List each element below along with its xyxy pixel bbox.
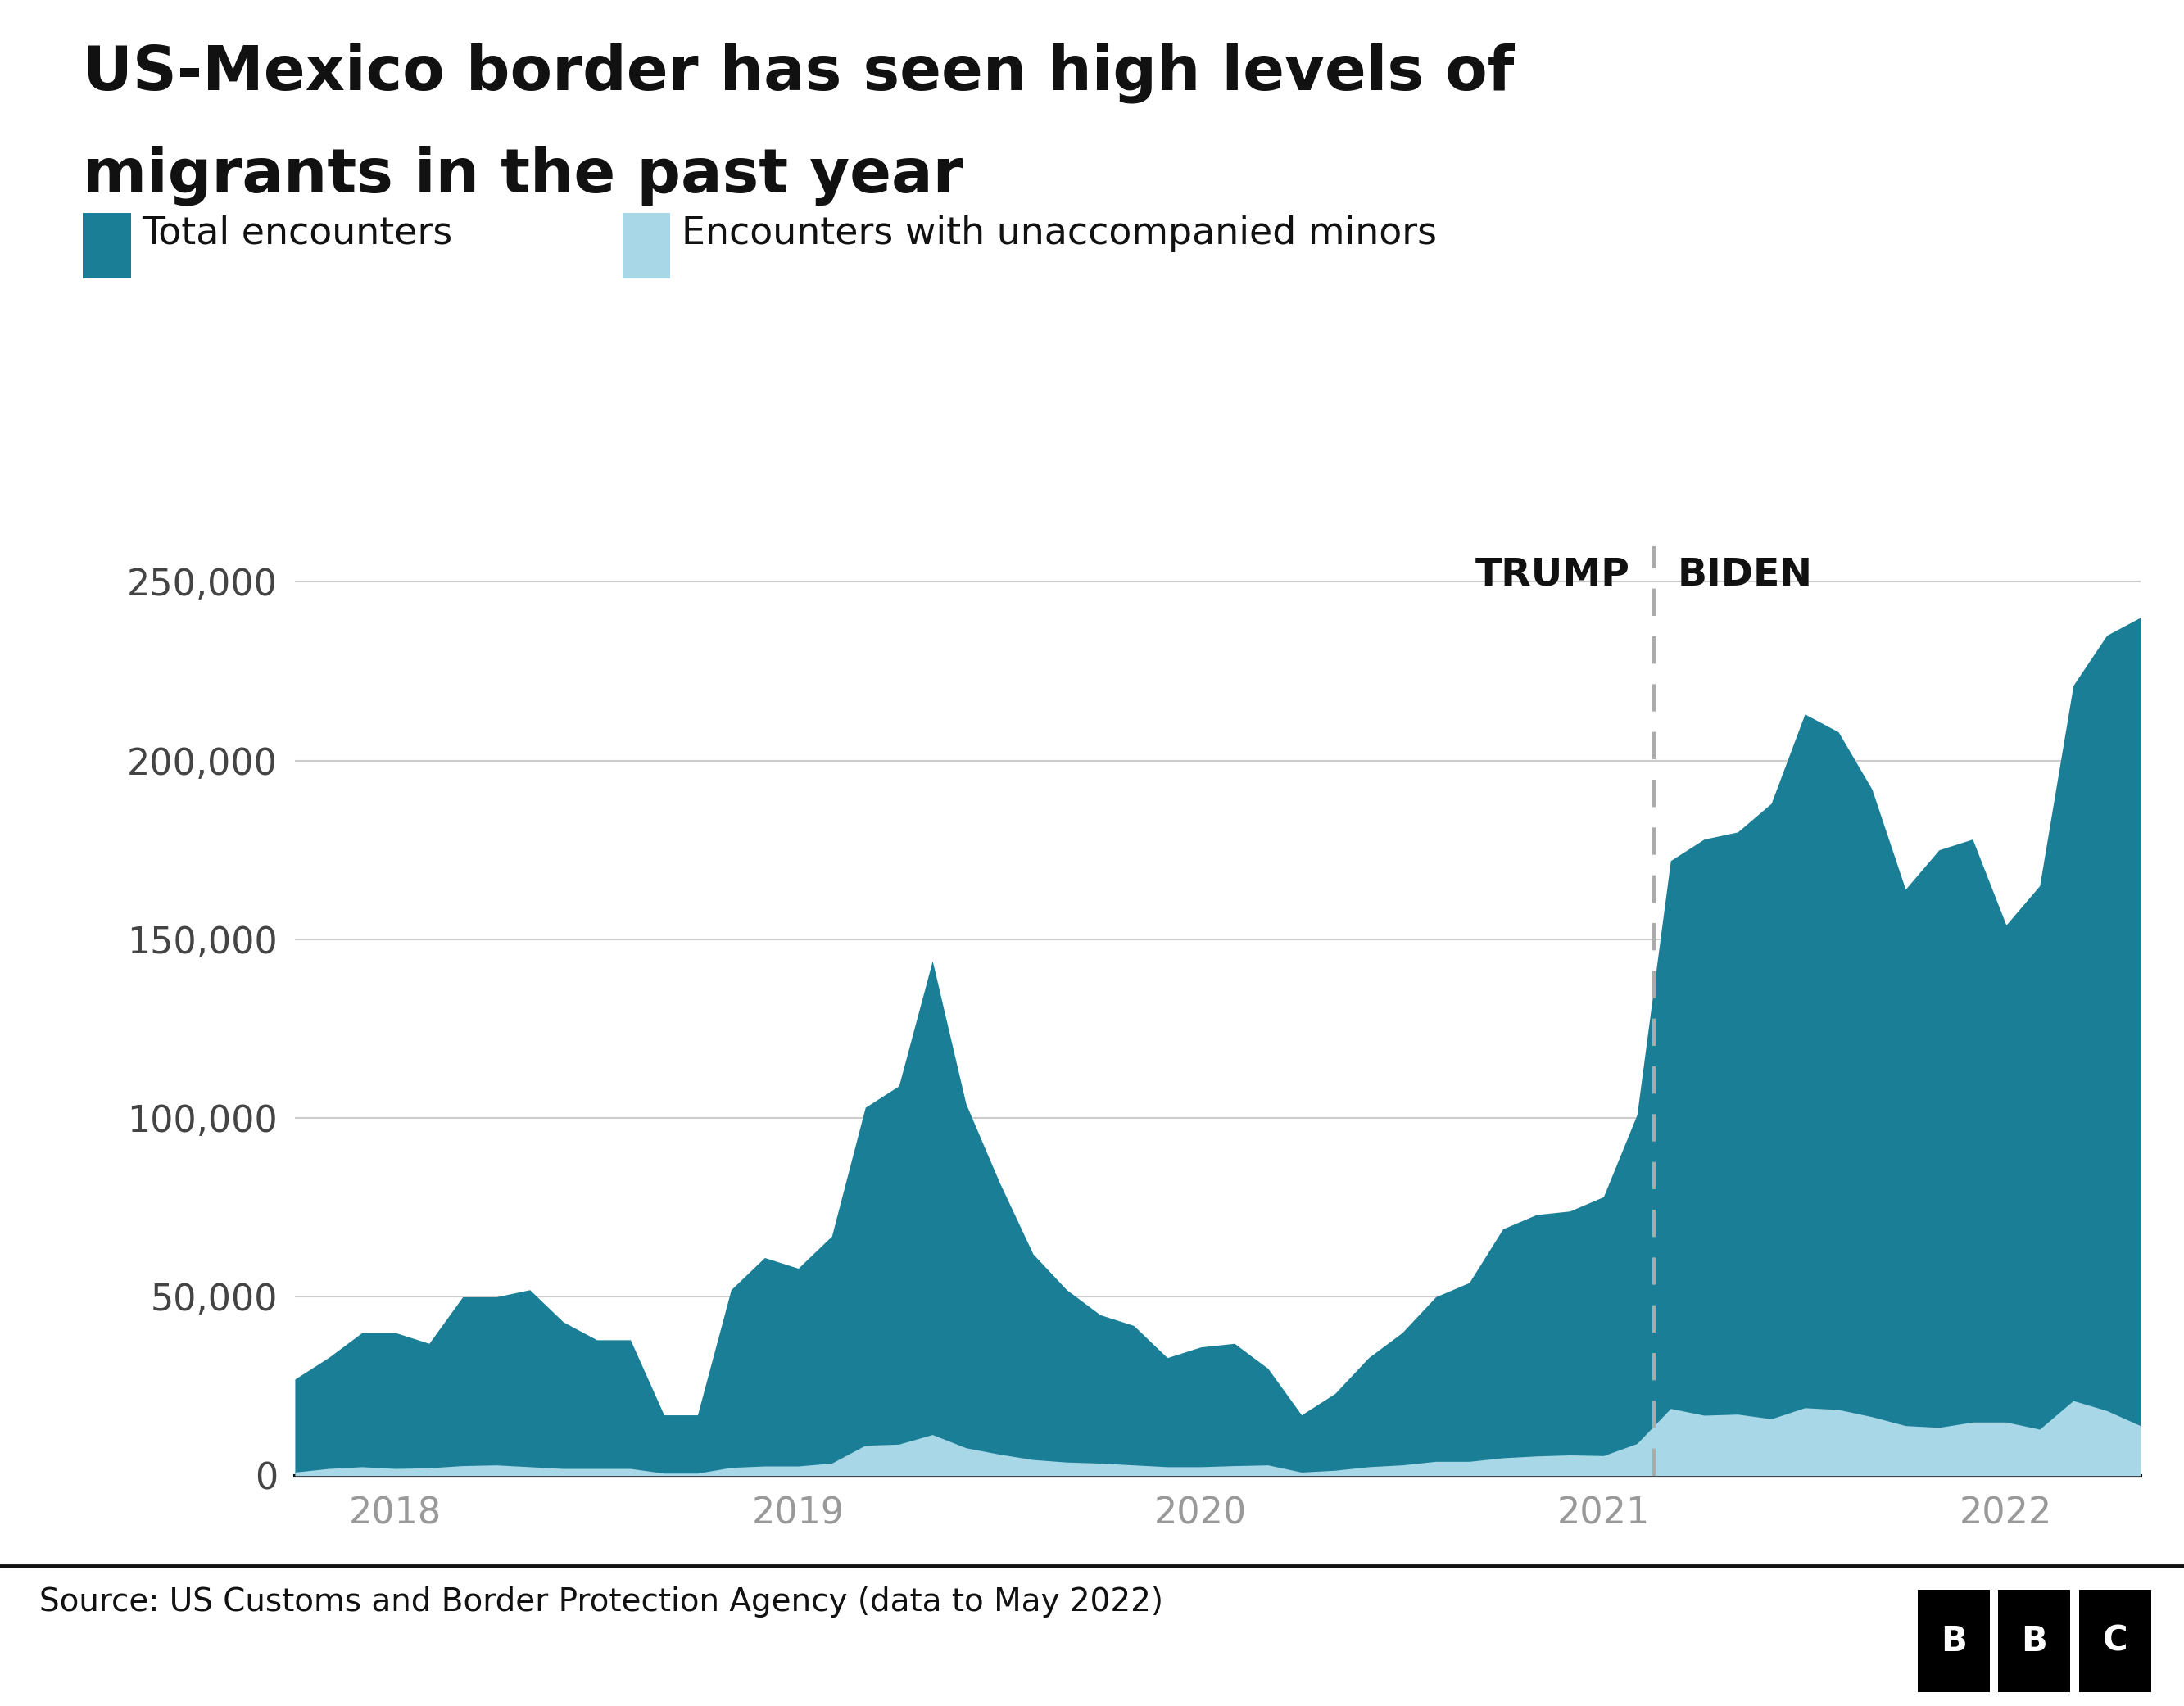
Text: B: B [1942,1624,1966,1658]
Text: C: C [2103,1624,2127,1658]
Text: B: B [2022,1624,2046,1658]
Text: migrants in the past year: migrants in the past year [83,145,963,205]
Text: Source: US Customs and Border Protection Agency (data to May 2022): Source: US Customs and Border Protection… [39,1587,1164,1617]
Text: TRUMP: TRUMP [1476,556,1629,594]
Text: BIDEN: BIDEN [1677,556,1813,594]
Text: Encounters with unaccompanied minors: Encounters with unaccompanied minors [681,215,1437,252]
Text: US-Mexico border has seen high levels of: US-Mexico border has seen high levels of [83,43,1514,102]
Text: Total encounters: Total encounters [142,215,452,252]
